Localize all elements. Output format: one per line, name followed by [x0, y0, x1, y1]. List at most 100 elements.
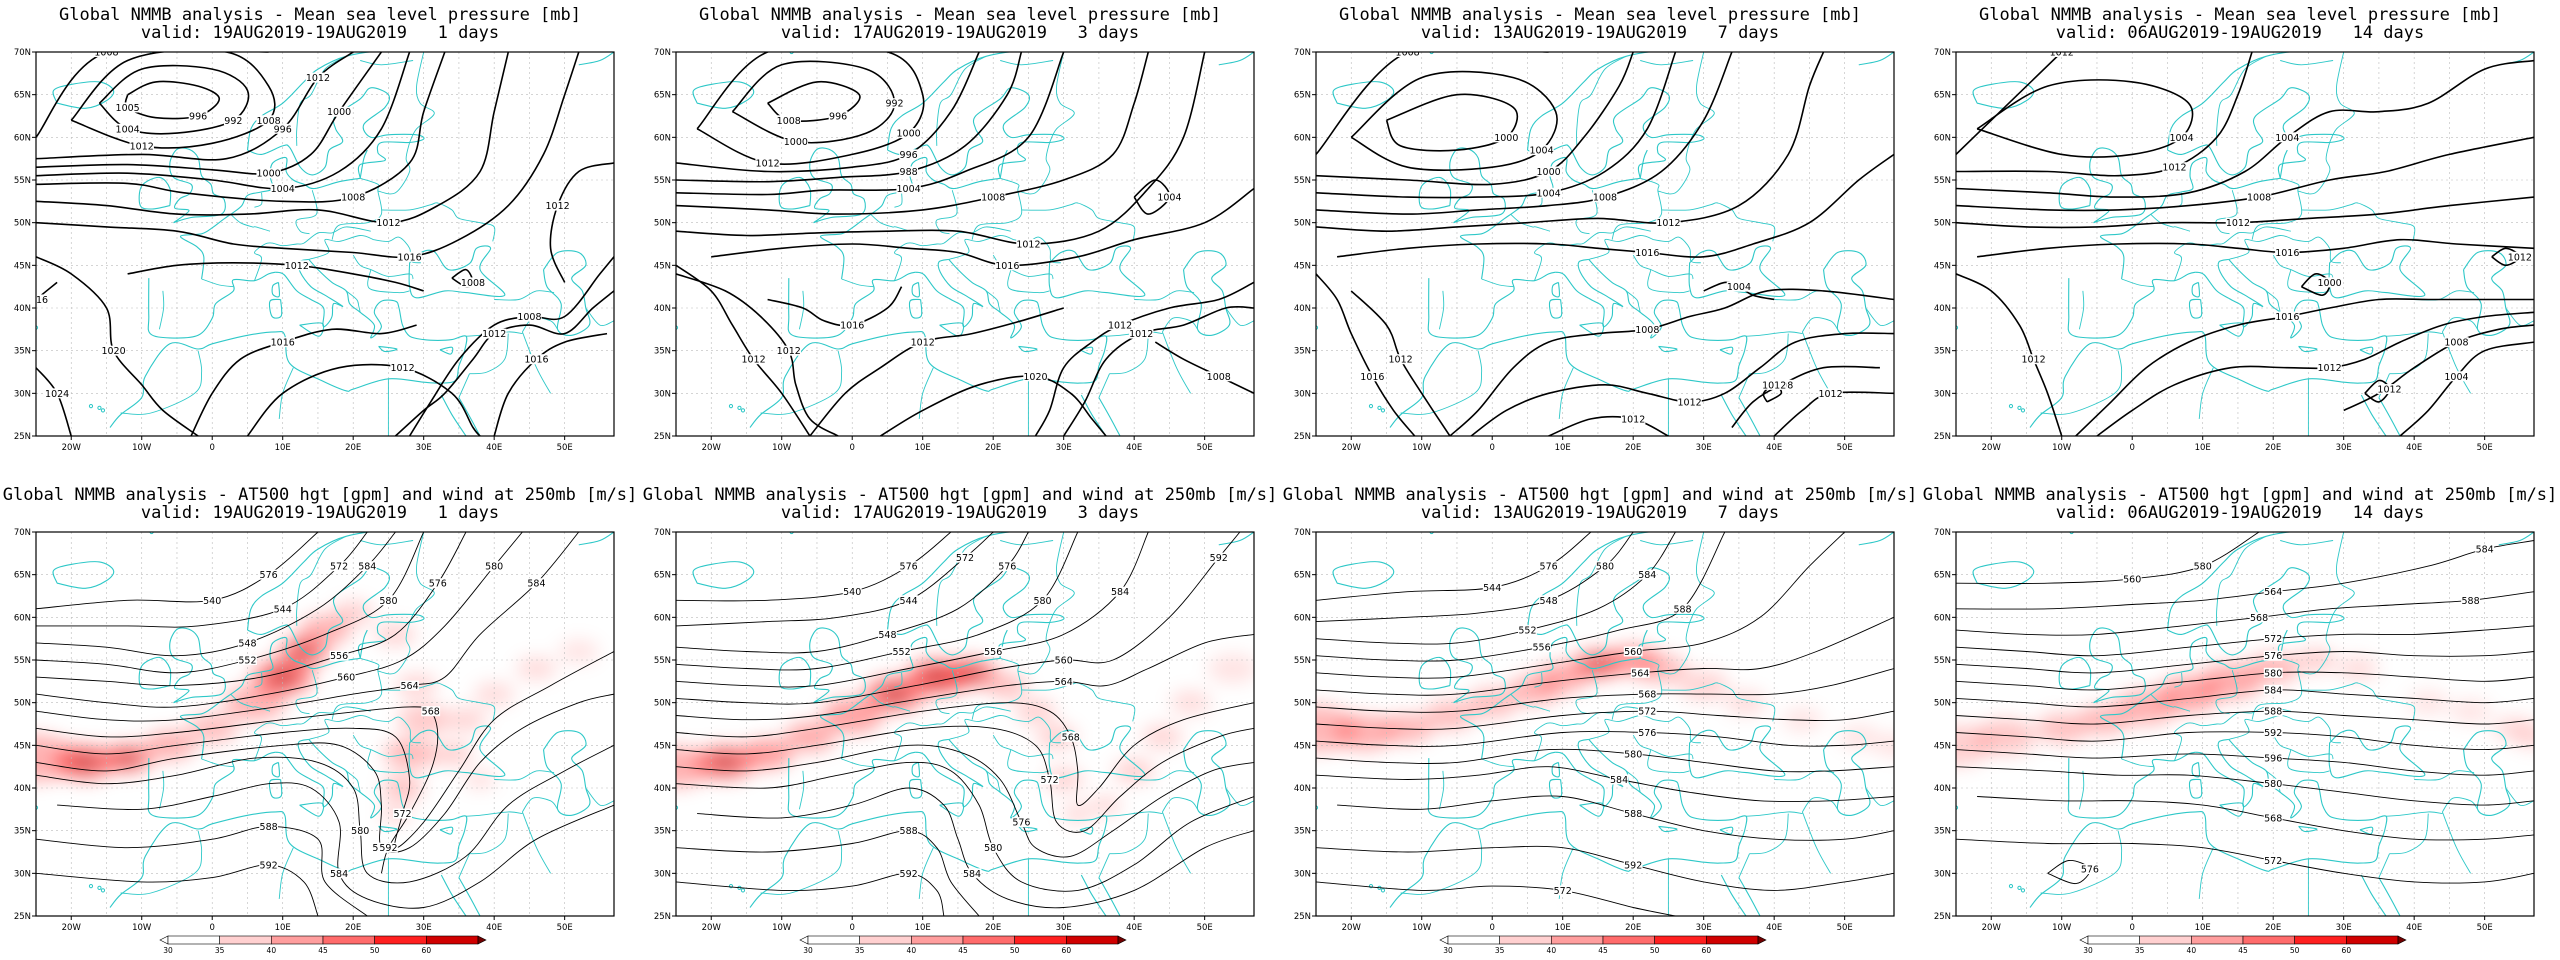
border — [409, 532, 435, 623]
coastline — [109, 739, 468, 908]
map-canvas: 544 548 552 556 560 564 568 572 576 580 584 588 592 5… — [1294, 528, 1895, 955]
lon-label: 10E — [915, 923, 931, 933]
island — [100, 408, 106, 413]
lat-lon-grid — [36, 52, 614, 436]
island — [13, 318, 16, 321]
lat-label: 60N — [14, 133, 31, 143]
border — [1657, 622, 1691, 675]
contour-line — [676, 633, 1254, 721]
contour-label: 572 — [330, 562, 348, 573]
contour-label: 564 — [401, 681, 419, 692]
contour-label: 1008 — [94, 48, 118, 59]
island — [1368, 884, 1374, 889]
border — [2329, 52, 2355, 143]
coastline — [1555, 258, 1624, 328]
border — [230, 213, 271, 232]
lon-label: 20W — [62, 923, 82, 933]
lon-label: 0 — [850, 923, 855, 933]
lat-lon-grid — [1956, 532, 2534, 916]
island — [97, 885, 102, 890]
coastline — [939, 322, 965, 337]
lat-label: 35N — [1294, 827, 1311, 837]
label-bg — [36, 294, 49, 305]
contour-line — [36, 52, 446, 203]
colorbar-tick: 50 — [2290, 946, 2300, 955]
coastline — [887, 567, 1065, 659]
colorbar-tick: 45 — [318, 946, 328, 955]
label-bg — [2263, 727, 2283, 738]
lon-label: 10E — [1555, 443, 1571, 453]
colorbar-arrow-right — [1757, 935, 1767, 945]
contour-label: 560 — [2123, 574, 2141, 585]
border — [1534, 706, 1651, 761]
label-bg — [390, 362, 415, 373]
lon-label: 30E — [2336, 923, 2352, 933]
lat-label: 60N — [654, 133, 671, 143]
lat-label: 45N — [14, 741, 31, 751]
label-bg — [2263, 812, 2283, 823]
colorbar-swatch — [2294, 935, 2347, 945]
contour-line — [36, 52, 510, 224]
contour-label: 556 — [330, 651, 348, 662]
border — [870, 213, 911, 232]
colorbar-swatch — [807, 935, 860, 945]
mslp-panel: Global NMMB analysis - Mean sea level pr… — [1280, 0, 1920, 480]
border — [2385, 811, 2443, 817]
contour-line — [767, 286, 903, 327]
label-bg — [1107, 320, 1133, 331]
border — [2272, 734, 2334, 760]
border — [2150, 693, 2191, 712]
colorbar-tick: 35 — [215, 946, 225, 955]
lon-label: 10E — [275, 923, 291, 933]
lon-label: 30E — [1696, 443, 1712, 453]
border — [894, 706, 1011, 761]
coastline — [2191, 281, 2201, 298]
label-bg — [2461, 595, 2480, 606]
label-bg — [2263, 778, 2283, 789]
country-borders — [1316, 532, 1894, 916]
valid-period: valid: 06AUG2019-19AUG2019 14 days — [2055, 23, 2425, 43]
contour-label: 1000 — [2317, 278, 2341, 289]
colorbar-swatch — [2346, 935, 2399, 945]
lon-label: 10W — [2052, 923, 2072, 933]
contour-label: 580 — [2194, 562, 2212, 573]
coastline — [1449, 147, 1506, 224]
label-bg — [1623, 748, 1643, 759]
label-bg — [259, 859, 279, 870]
label-bg — [270, 183, 295, 194]
border — [2040, 830, 2123, 895]
label-bg — [1110, 586, 1130, 597]
lon-label: 30E — [2336, 443, 2352, 453]
coastline — [749, 259, 1108, 428]
lon-label: 40E — [486, 443, 502, 453]
lon-label: 10E — [2195, 923, 2211, 933]
label-bg — [428, 578, 448, 589]
coastline — [886, 52, 1064, 151]
contour-label: 1005 — [116, 103, 140, 114]
valid-period: valid: 19AUG2019-19AUG2019 1 days — [140, 23, 500, 43]
border — [158, 770, 165, 810]
coastline — [378, 345, 398, 353]
lon-label: 0 — [210, 923, 215, 933]
label-bg — [892, 646, 911, 657]
lat-label: 40N — [14, 304, 31, 314]
coastline — [2195, 738, 2264, 808]
contour-line — [676, 52, 1206, 245]
colorbar-swatch — [962, 935, 1015, 945]
colorbar-tick: 60 — [1062, 946, 1072, 955]
border — [1640, 60, 1694, 66]
coastline — [1332, 81, 1395, 109]
contour-line — [36, 52, 269, 138]
label-bg — [2263, 684, 2283, 695]
island — [88, 884, 94, 889]
border — [278, 847, 294, 899]
contour-label: 1004 — [2275, 133, 2299, 144]
contour-label: 580 — [2264, 779, 2282, 790]
label-bg — [1157, 192, 1182, 203]
coastline — [809, 147, 866, 224]
contour-line — [1956, 52, 2063, 155]
colorbar-swatch — [2139, 935, 2192, 945]
lat-label: 40N — [1294, 304, 1311, 314]
contour-line — [676, 761, 1254, 892]
contour-label: 1012 — [2226, 218, 2250, 229]
